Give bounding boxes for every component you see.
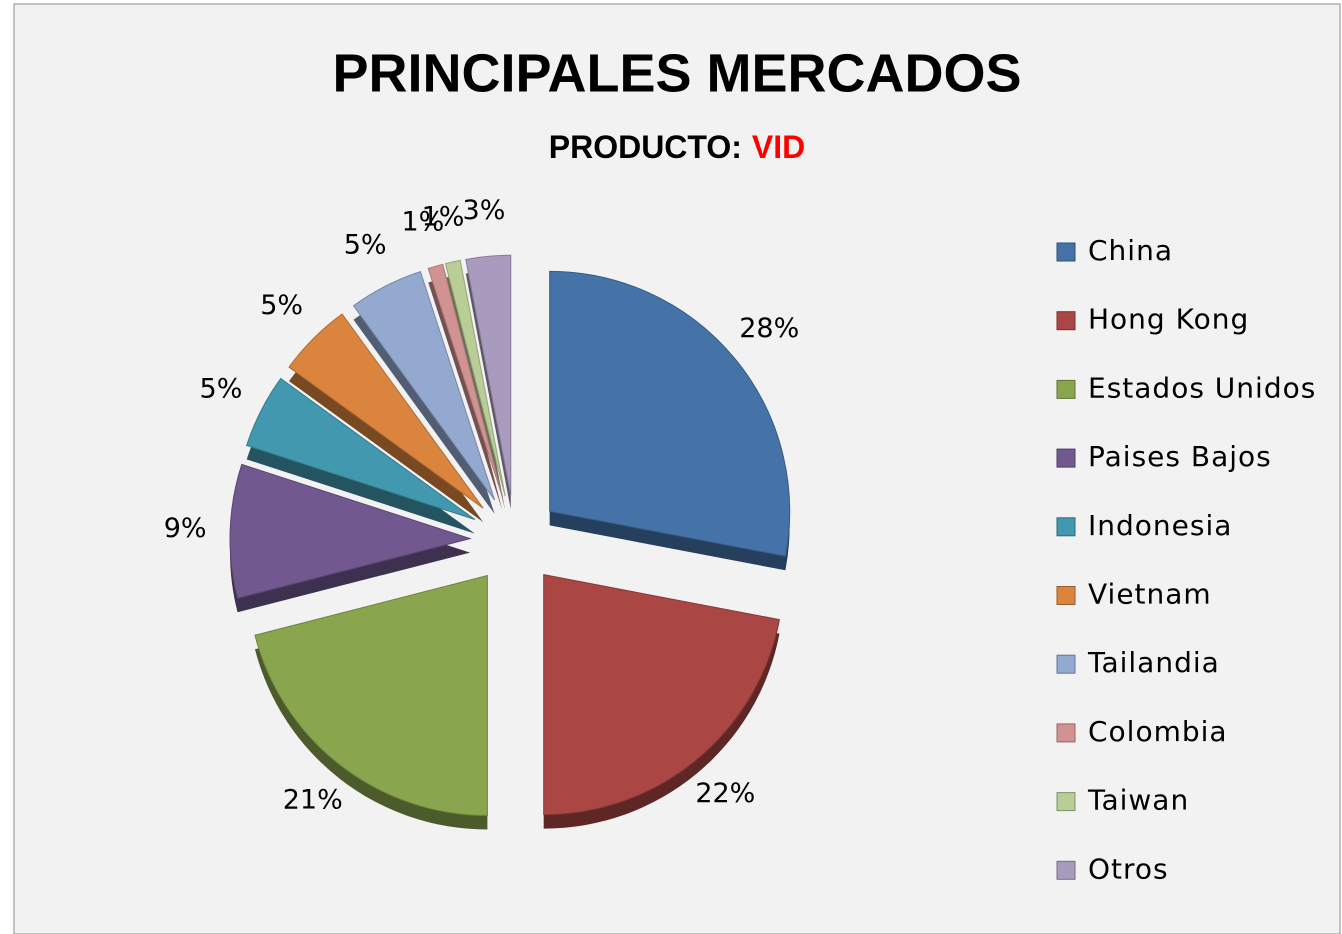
legend-label: Indonesia bbox=[1088, 509, 1232, 542]
legend-label: Tailandia bbox=[1087, 646, 1220, 679]
slice bbox=[427, 263, 503, 497]
legend-label: Taiwan bbox=[1087, 784, 1189, 817]
data-label: 1% bbox=[422, 201, 465, 232]
legend-swatch bbox=[1056, 517, 1076, 537]
slice bbox=[352, 271, 496, 501]
data-label: 21% bbox=[283, 784, 343, 815]
data-label: 1% bbox=[402, 207, 445, 238]
data-label: 9% bbox=[164, 513, 207, 544]
legend-swatch bbox=[1056, 860, 1076, 880]
slice bbox=[246, 377, 476, 521]
data-label: 5% bbox=[260, 290, 303, 321]
data-label: 5% bbox=[344, 229, 387, 260]
legend-swatch bbox=[1056, 379, 1076, 399]
data-label: 28% bbox=[739, 313, 799, 344]
legend-swatch bbox=[1056, 311, 1076, 331]
slice bbox=[465, 254, 512, 496]
legend-swatch bbox=[1056, 586, 1076, 605]
legend-swatch bbox=[1056, 242, 1076, 262]
legend-label: Otros bbox=[1088, 852, 1169, 885]
slice bbox=[229, 463, 472, 599]
slice-side bbox=[428, 278, 503, 511]
data-label: 5% bbox=[200, 374, 243, 405]
legend-label: Estados Unidos bbox=[1088, 371, 1316, 404]
legend-label: China bbox=[1088, 234, 1173, 267]
slice bbox=[254, 574, 488, 817]
subtitle-highlight: VID bbox=[752, 129, 805, 165]
data-label: 22% bbox=[695, 778, 755, 809]
slice bbox=[543, 574, 781, 816]
legend-label: Hong Kong bbox=[1088, 303, 1249, 336]
chart-title: PRINCIPALES MERCADOS bbox=[332, 43, 1021, 103]
chart-subtitle: PRODUCTO: VID bbox=[549, 129, 806, 165]
legend-swatch bbox=[1056, 448, 1076, 468]
subtitle-text: PRODUCTO: bbox=[549, 129, 742, 165]
legend-swatch bbox=[1056, 792, 1076, 812]
legend-label: Vietnam bbox=[1088, 578, 1212, 611]
legend-swatch bbox=[1056, 723, 1076, 743]
data-label: 3% bbox=[463, 195, 506, 226]
slice bbox=[288, 313, 484, 509]
legend-swatch bbox=[1056, 654, 1076, 674]
slice bbox=[549, 270, 791, 557]
slice bbox=[444, 259, 506, 497]
legend-label: Colombia bbox=[1088, 715, 1228, 748]
legend-label: Paises Bajos bbox=[1088, 440, 1272, 473]
